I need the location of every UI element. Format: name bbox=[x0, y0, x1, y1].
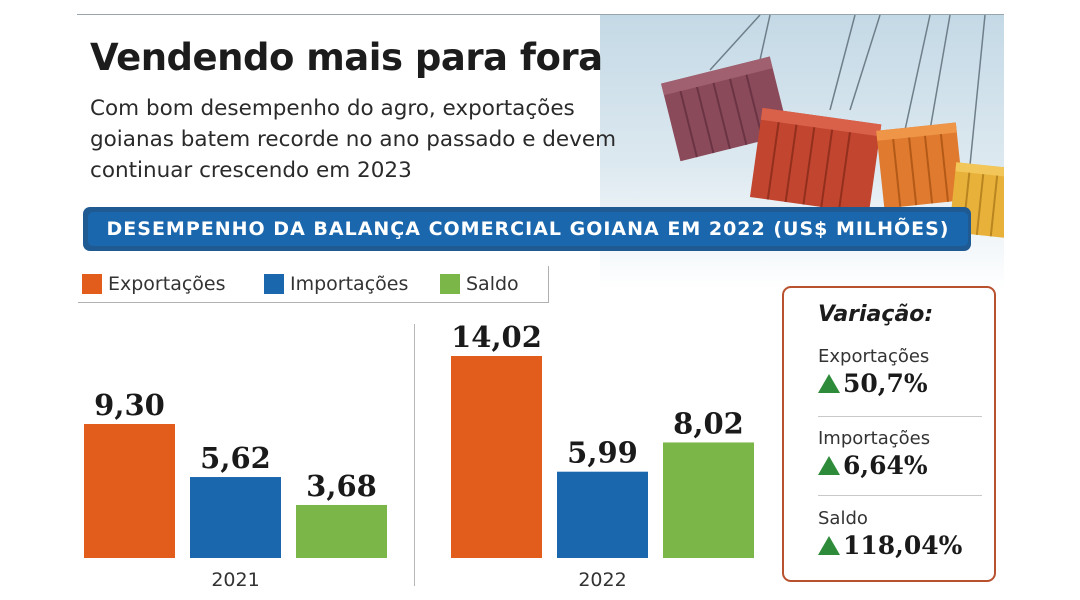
variation-row-saldo: Saldo 118,04% bbox=[818, 508, 980, 560]
up-triangle-icon bbox=[818, 536, 840, 555]
data-label-importacoes-2022: 5,99 bbox=[567, 436, 638, 470]
legend-label-saldo: Saldo bbox=[466, 273, 519, 295]
bar-importacoes-2021 bbox=[190, 477, 281, 558]
variation-title: Variação: bbox=[818, 302, 934, 327]
legend-swatch-saldo bbox=[440, 274, 460, 294]
variation-label-saldo: Saldo bbox=[818, 508, 868, 529]
variation-panel: Variação: Exportações 50,7% Importações … bbox=[782, 286, 996, 582]
x-tick-label-2022: 2022 bbox=[578, 569, 626, 591]
x-tick-label-2021: 2021 bbox=[211, 569, 259, 591]
variation-row-importacoes: Importações 6,64% bbox=[818, 428, 980, 480]
variation-label-exportacoes: Exportações bbox=[818, 346, 930, 367]
variation-row-exportacoes: Exportações 50,7% bbox=[818, 346, 980, 398]
data-label-saldo-2021: 3,68 bbox=[306, 469, 377, 503]
up-triangle-icon bbox=[818, 456, 840, 475]
legend-label-exportacoes: Exportações bbox=[108, 273, 226, 295]
bar-exportacoes-2021 bbox=[84, 424, 175, 558]
page-subtitle: Com bom desempenho do agro, exportações … bbox=[90, 96, 617, 183]
year-divider bbox=[414, 324, 415, 586]
data-label-exportacoes-2022: 14,02 bbox=[451, 320, 542, 354]
bar-saldo-2022 bbox=[663, 442, 754, 558]
data-label-importacoes-2021: 5,62 bbox=[200, 441, 271, 475]
variation-separator bbox=[818, 495, 982, 496]
legend-item-importacoes: Importações bbox=[264, 266, 408, 302]
legend-swatch-exportacoes bbox=[82, 274, 102, 294]
variation-separator bbox=[818, 416, 982, 417]
page-title: Vendendo mais para fora bbox=[90, 36, 603, 79]
bar-importacoes-2022 bbox=[557, 471, 648, 558]
legend-label-importacoes: Importações bbox=[290, 273, 409, 295]
chart-legend: Exportações Importações Saldo bbox=[78, 266, 549, 303]
bar-exportacoes-2022 bbox=[451, 356, 542, 558]
variation-number-exportacoes: 50,7% bbox=[843, 369, 928, 398]
legend-item-exportacoes: Exportações bbox=[82, 266, 226, 302]
variation-value-saldo: 118,04% bbox=[818, 531, 980, 560]
legend-item-saldo: Saldo bbox=[440, 266, 519, 302]
bar-saldo-2021 bbox=[296, 504, 387, 558]
data-label-saldo-2022: 8,02 bbox=[673, 406, 744, 440]
data-label-exportacoes-2021: 9,30 bbox=[94, 388, 165, 422]
chart-banner-text: DESEMPENHO DA BALANÇA COMERCIAL GOIANA E… bbox=[88, 212, 968, 246]
top-rule bbox=[77, 14, 1004, 15]
variation-value-exportacoes: 50,7% bbox=[818, 369, 980, 398]
up-triangle-icon bbox=[818, 374, 840, 393]
variation-value-importacoes: 6,64% bbox=[818, 451, 980, 480]
variation-label-importacoes: Importações bbox=[818, 428, 931, 449]
legend-swatch-importacoes bbox=[264, 274, 284, 294]
variation-number-saldo: 118,04% bbox=[843, 531, 963, 560]
variation-number-importacoes: 6,64% bbox=[843, 451, 928, 480]
bar-chart: 9,30 5,62 3,68 2021 14,02 5,99 8,02 2022 bbox=[84, 320, 754, 591]
